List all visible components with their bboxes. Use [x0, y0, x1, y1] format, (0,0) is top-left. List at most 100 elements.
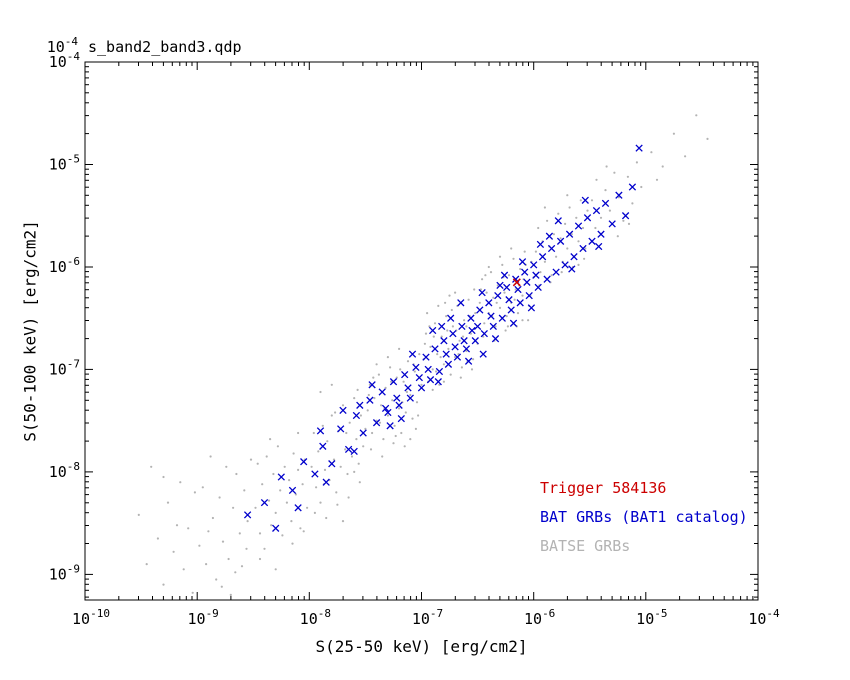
point-batse-grbs: [353, 397, 356, 400]
point-batse-grbs: [418, 353, 421, 356]
y-tick-label: 10-5: [49, 152, 80, 173]
point-bat-grbs-bat1-catalog: [476, 306, 484, 314]
point-batse-grbs: [461, 335, 465, 338]
point-bat-grbs-bat1-catalog: [471, 337, 479, 345]
point-bat-grbs-bat1-catalog: [574, 222, 583, 230]
point-batse-grbs: [483, 322, 486, 325]
point-batse-grbs: [415, 401, 419, 404]
point-bat-grbs-bat1-catalog: [431, 345, 439, 353]
point-batse-grbs: [432, 335, 435, 338]
point-batse-grbs: [672, 132, 676, 135]
point-batse-grbs: [661, 165, 664, 168]
point-batse-grbs: [650, 151, 653, 154]
point-bat-grbs-bat1-catalog: [243, 511, 252, 519]
point-batse-grbs: [564, 222, 567, 225]
point-batse-grbs: [586, 209, 589, 212]
point-bat-grbs-bat1-catalog: [406, 394, 414, 402]
point-bat-grbs-bat1-catalog: [530, 261, 538, 269]
point-bat-grbs-bat1-catalog: [372, 419, 381, 427]
point-bat-grbs-bat1-catalog: [404, 384, 412, 392]
point-bat-grbs-bat1-catalog: [545, 232, 554, 240]
point-batse-grbs: [465, 325, 468, 328]
point-bat-grbs-bat1-catalog: [628, 183, 637, 191]
point-batse-grbs: [436, 353, 439, 356]
point-batse-grbs: [510, 247, 513, 250]
point-batse-grbs: [373, 397, 376, 400]
point-bat-grbs-bat1-catalog: [505, 296, 513, 304]
point-bat-grbs-bat1-catalog: [635, 144, 643, 152]
point-batse-grbs: [521, 319, 524, 322]
point-bat-grbs-bat1-catalog: [368, 381, 376, 389]
point-bat-grbs-bat1-catalog: [424, 365, 432, 374]
point-batse-grbs: [599, 216, 603, 219]
point-bat-grbs-bat1-catalog: [509, 319, 518, 327]
point-bat-grbs-bat1-catalog: [489, 322, 497, 331]
point-batse-grbs: [377, 373, 380, 376]
point-batse-grbs: [359, 414, 362, 417]
point-bat-grbs-bat1-catalog: [384, 408, 392, 417]
point-batse-grbs: [378, 421, 382, 424]
point-bat-grbs-bat1-catalog: [491, 335, 500, 343]
point-bat-grbs-bat1-catalog: [468, 326, 476, 335]
point-bat-grbs-bat1-catalog: [460, 337, 468, 345]
point-bat-grbs-bat1-catalog: [449, 329, 457, 338]
point-bat-grbs-bat1-catalog: [467, 314, 475, 322]
point-batse-grbs: [315, 486, 318, 489]
point-bat-grbs-bat1-catalog: [389, 378, 398, 386]
point-batse-grbs: [366, 409, 369, 412]
point-batse-grbs: [501, 263, 504, 266]
point-batse-grbs: [626, 175, 630, 178]
point-bat-grbs-bat1-catalog: [438, 322, 446, 331]
point-batse-grbs: [291, 542, 294, 545]
point-batse-grbs: [448, 294, 451, 297]
x-tick-label: 10-8: [300, 607, 331, 628]
point-batse-grbs: [355, 438, 358, 441]
point-bat-grbs-bat1-catalog: [393, 394, 401, 402]
point-bat-grbs-bat1-catalog: [453, 353, 462, 361]
point-batse-grbs: [424, 332, 428, 335]
point-batse-grbs: [514, 288, 517, 291]
point-batse-grbs: [403, 445, 406, 448]
point-bat-grbs-bat1-catalog: [277, 473, 285, 481]
point-bat-grbs-bat1-catalog: [457, 299, 465, 307]
point-bat-grbs-bat1-catalog: [322, 478, 330, 486]
y-tick-label: 10-6: [49, 255, 80, 276]
point-batse-grbs: [498, 306, 502, 309]
point-batse-grbs: [265, 455, 268, 458]
point-batse-grbs: [492, 296, 495, 299]
point-batse-grbs: [372, 376, 375, 379]
point-bat-grbs-bat1-catalog: [408, 350, 417, 358]
point-batse-grbs: [400, 431, 403, 435]
point-batse-grbs: [581, 226, 585, 230]
point-batse-grbs: [579, 199, 582, 202]
point-bat-grbs-bat1-catalog: [350, 447, 358, 456]
point-bat-grbs-bat1-catalog: [339, 406, 347, 415]
point-batse-grbs: [523, 250, 526, 253]
point-batse-grbs: [235, 472, 238, 476]
point-batse-grbs: [319, 390, 322, 394]
point-batse-grbs: [451, 325, 454, 328]
point-batse-grbs: [442, 380, 445, 383]
point-bat-grbs-bat1-catalog: [579, 244, 587, 253]
point-batse-grbs: [240, 565, 244, 568]
point-batse-grbs: [695, 114, 698, 117]
point-batse-grbs: [446, 329, 449, 332]
point-batse-grbs: [326, 440, 329, 443]
point-batse-grbs: [485, 291, 488, 294]
point-batse-grbs: [495, 301, 498, 304]
point-bat-grbs-bat1-catalog: [615, 191, 623, 199]
point-batse-grbs: [319, 501, 322, 504]
point-batse-grbs: [335, 491, 338, 494]
point-batse-grbs: [225, 465, 228, 468]
point-batse-grbs: [409, 438, 412, 441]
point-bat-grbs-bat1-catalog: [521, 268, 529, 276]
point-batse-grbs: [215, 578, 218, 581]
point-batse-grbs: [258, 557, 262, 561]
x-tick-label: 10-4: [748, 607, 780, 628]
point-batse-grbs: [575, 216, 578, 219]
point-batse-grbs: [274, 568, 277, 571]
point-batse-grbs: [627, 222, 631, 225]
series-trigger-584136: [512, 278, 521, 287]
point-batse-grbs: [616, 235, 619, 238]
point-batse-grbs: [297, 431, 300, 435]
